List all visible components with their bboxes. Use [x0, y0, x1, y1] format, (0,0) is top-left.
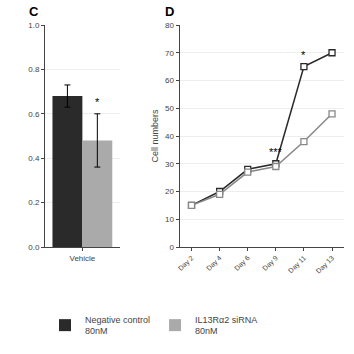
svg-text:0.2: 0.2 — [28, 198, 40, 207]
svg-text:60: 60 — [165, 76, 174, 85]
svg-text:Day 11: Day 11 — [287, 254, 308, 275]
svg-text:0.6: 0.6 — [28, 110, 40, 119]
svg-text:0.4: 0.4 — [28, 154, 40, 163]
svg-text:Cell numbers: Cell numbers — [150, 109, 160, 163]
svg-text:Day 9: Day 9 — [261, 254, 280, 273]
svg-text:30: 30 — [165, 160, 174, 169]
svg-text:Day 6: Day 6 — [233, 254, 252, 273]
svg-text:Day 13: Day 13 — [315, 254, 336, 275]
svg-text:D: D — [165, 4, 174, 19]
svg-text:80: 80 — [165, 21, 174, 30]
svg-text:***: *** — [269, 146, 283, 158]
svg-text:0: 0 — [169, 243, 174, 252]
svg-text:40: 40 — [165, 132, 174, 141]
svg-text:Negative control80nM: Negative control80nM — [85, 315, 150, 337]
svg-text:10: 10 — [165, 215, 174, 224]
svg-text:1.0: 1.0 — [28, 21, 40, 30]
svg-text:0.0: 0.0 — [28, 243, 40, 252]
svg-text:Day 2: Day 2 — [177, 254, 196, 273]
svg-text:20: 20 — [165, 187, 174, 196]
svg-text:*: * — [301, 49, 306, 61]
svg-text:Day 4: Day 4 — [205, 254, 224, 273]
svg-text:Vehicle: Vehicle — [69, 254, 95, 263]
svg-text:50: 50 — [165, 104, 174, 113]
svg-text:C: C — [29, 4, 39, 19]
svg-text:0.8: 0.8 — [28, 65, 40, 74]
svg-text:70: 70 — [165, 49, 174, 58]
svg-text:IL13Rα2 siRNA80nM: IL13Rα2 siRNA80nM — [195, 315, 257, 337]
svg-text:*: * — [95, 96, 100, 108]
